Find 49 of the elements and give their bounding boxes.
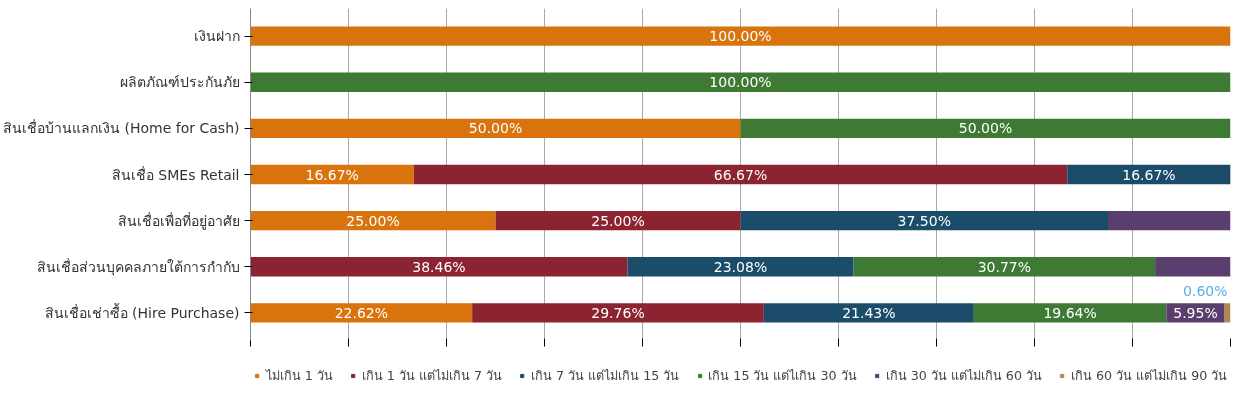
legend-label: ไม่เกิน 1 วัน <box>265 366 333 385</box>
y-tick-label: เงินฝาก <box>193 28 240 45</box>
bar <box>250 303 473 323</box>
data-label: 5.95% <box>1173 304 1218 321</box>
data-label: 100.00% <box>709 28 772 45</box>
data-label: 16.67% <box>1122 166 1176 183</box>
bar <box>250 257 628 277</box>
bar <box>472 303 764 323</box>
bar <box>250 72 1231 92</box>
bar <box>495 210 741 231</box>
data-label: 22.62% <box>334 304 389 321</box>
bar <box>1155 257 1231 277</box>
data-label: 37.50% <box>897 212 951 229</box>
data-label: 19.64% <box>1043 304 1097 321</box>
data-label: 23.08% <box>713 258 768 275</box>
bar <box>250 26 1231 46</box>
bar <box>740 118 1231 139</box>
y-tick-label: สินเชื่อ SMEs Retail <box>111 165 240 183</box>
y-tick-label: สินเชื่อส่วนบุคคลภายใต้การกำกับ <box>36 257 240 276</box>
data-label: 25.00% <box>346 212 400 229</box>
data-label: 38.46% <box>412 258 466 275</box>
data-label: 50.00% <box>958 120 1013 137</box>
bar <box>973 303 1167 323</box>
data-label: 66.67% <box>713 166 768 183</box>
y-tick-label: สินเชื่อบ้านแลกเงิน (Home for Cash) <box>3 119 240 137</box>
bar <box>853 257 1156 277</box>
bar <box>1108 210 1231 231</box>
data-label: 100.00% <box>709 74 772 91</box>
y-tick-label: ผลิตภัณฑ์ประกันภัย <box>119 74 240 91</box>
legend-label: เกิน 7 วัน แต่ไม่เกิน 15 วัน <box>531 366 680 385</box>
bar <box>627 257 854 277</box>
y-tick-label: สินเชื่อเช่าซื้อ (Hire Purchase) <box>44 302 240 321</box>
data-label: 30.77% <box>977 258 1032 275</box>
data-label: 0.60% <box>1183 283 1228 299</box>
legend-label: เกิน 60 วัน แต่ไม่เกิน 90 วัน <box>1070 366 1228 385</box>
bar <box>250 210 496 231</box>
data-label: 25.00% <box>591 212 645 229</box>
legend-label: เกิน 15 วัน แต่ไเกิน 30 วัน <box>708 366 857 385</box>
data-label: 16.67% <box>305 166 359 183</box>
y-tick-label: สินเชื่อเพื่อที่อยู่อาศัย <box>117 211 240 230</box>
data-label: 50.00% <box>468 120 523 137</box>
bar <box>250 118 741 139</box>
legend-label: เกิน 1 วัน แต่ไม่เกิน 7 วัน <box>361 366 503 385</box>
bar <box>740 210 1108 231</box>
data-label: 29.76% <box>591 304 645 321</box>
bar <box>413 164 1068 185</box>
data-label: 21.43% <box>842 304 896 321</box>
legend-label: เกิน 30 วัน แต่ไม่เกิน 60 วัน <box>885 366 1042 385</box>
bar <box>763 303 974 323</box>
